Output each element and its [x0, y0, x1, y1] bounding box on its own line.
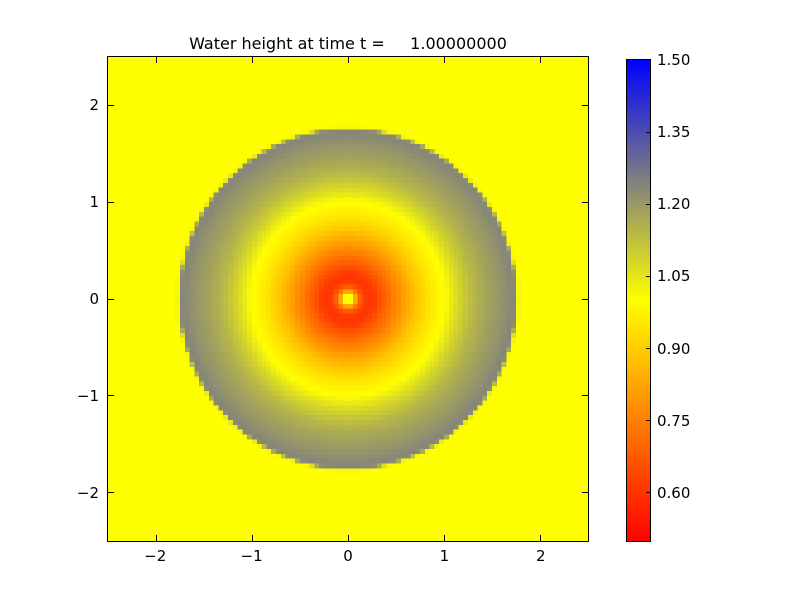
colorbar-tick-mark	[646, 131, 651, 133]
x-axis-tick-mark	[539, 535, 541, 541]
y-axis-tick-label: 1	[89, 193, 99, 212]
x-axis-tick-mark	[443, 57, 445, 63]
colorbar-tick-label: 0.75	[657, 411, 691, 430]
x-axis-tick-mark	[251, 535, 253, 541]
y-axis-tick-mark	[108, 201, 114, 203]
plot-title: Water height at time t = 1.00000000	[189, 34, 507, 53]
colorbar-tick-labels: 1.50 1.35 1.20 1.05 0.90 0.75 0.60	[657, 51, 727, 541]
y-axis-tick-mark	[582, 492, 588, 494]
y-axis-tick-mark	[108, 298, 114, 300]
x-axis-tick-label: 0	[343, 547, 353, 565]
y-axis-tick-mark	[108, 492, 114, 494]
x-axis-tick-label: −1	[240, 547, 263, 565]
colorbar-tick-mark	[646, 420, 651, 422]
y-axis-tick-mark	[582, 104, 588, 106]
colorbar-tick-label: 0.60	[657, 483, 691, 502]
y-axis-tick-mark	[582, 298, 588, 300]
x-axis-tick-mark	[443, 535, 445, 541]
y-axis-tick-label: 0	[89, 290, 99, 308]
colorbar-tick-label: 1.35	[657, 123, 691, 142]
colorbar	[626, 59, 651, 542]
y-axis-tick-mark	[108, 104, 114, 106]
colorbar-tick-mark	[646, 348, 651, 350]
colorbar-tick-label: 0.90	[657, 339, 691, 358]
x-axis-tick-label: 1	[439, 547, 450, 565]
colorbar-tick-mark	[646, 492, 651, 494]
colorbar-tick-label: 1.50	[657, 51, 691, 69]
y-axis-tick-label: 2	[89, 96, 99, 115]
colorbar-tick-mark	[646, 203, 651, 205]
x-axis-tick-mark	[155, 535, 157, 541]
heatmap-canvas	[108, 57, 588, 541]
colorbar-tick-mark	[646, 275, 651, 277]
x-axis-tick-mark	[347, 57, 349, 63]
x-axis-tick-mark	[347, 535, 349, 541]
colorbar-tick-label: 1.20	[657, 195, 691, 214]
colorbar-tick-label: 1.05	[657, 267, 691, 286]
x-axis-tick-mark	[539, 57, 541, 63]
y-axis-tick-label: −2	[76, 483, 99, 502]
y-axis-tick-label: −1	[76, 386, 99, 405]
x-axis-tick-label: −2	[144, 547, 167, 565]
x-axis-tick-labels: −2 −1 0 1 2	[107, 547, 589, 567]
y-axis-tick-mark	[582, 395, 588, 397]
plot-axes	[107, 56, 589, 542]
x-axis-tick-label: 2	[536, 547, 546, 565]
y-axis-tick-labels: 2 1 0 −1 −2	[0, 57, 99, 541]
y-axis-tick-mark	[108, 395, 114, 397]
x-axis-tick-mark	[155, 57, 157, 63]
y-axis-tick-mark	[582, 201, 588, 203]
x-axis-tick-mark	[251, 57, 253, 63]
colorbar-gradient	[627, 60, 650, 541]
